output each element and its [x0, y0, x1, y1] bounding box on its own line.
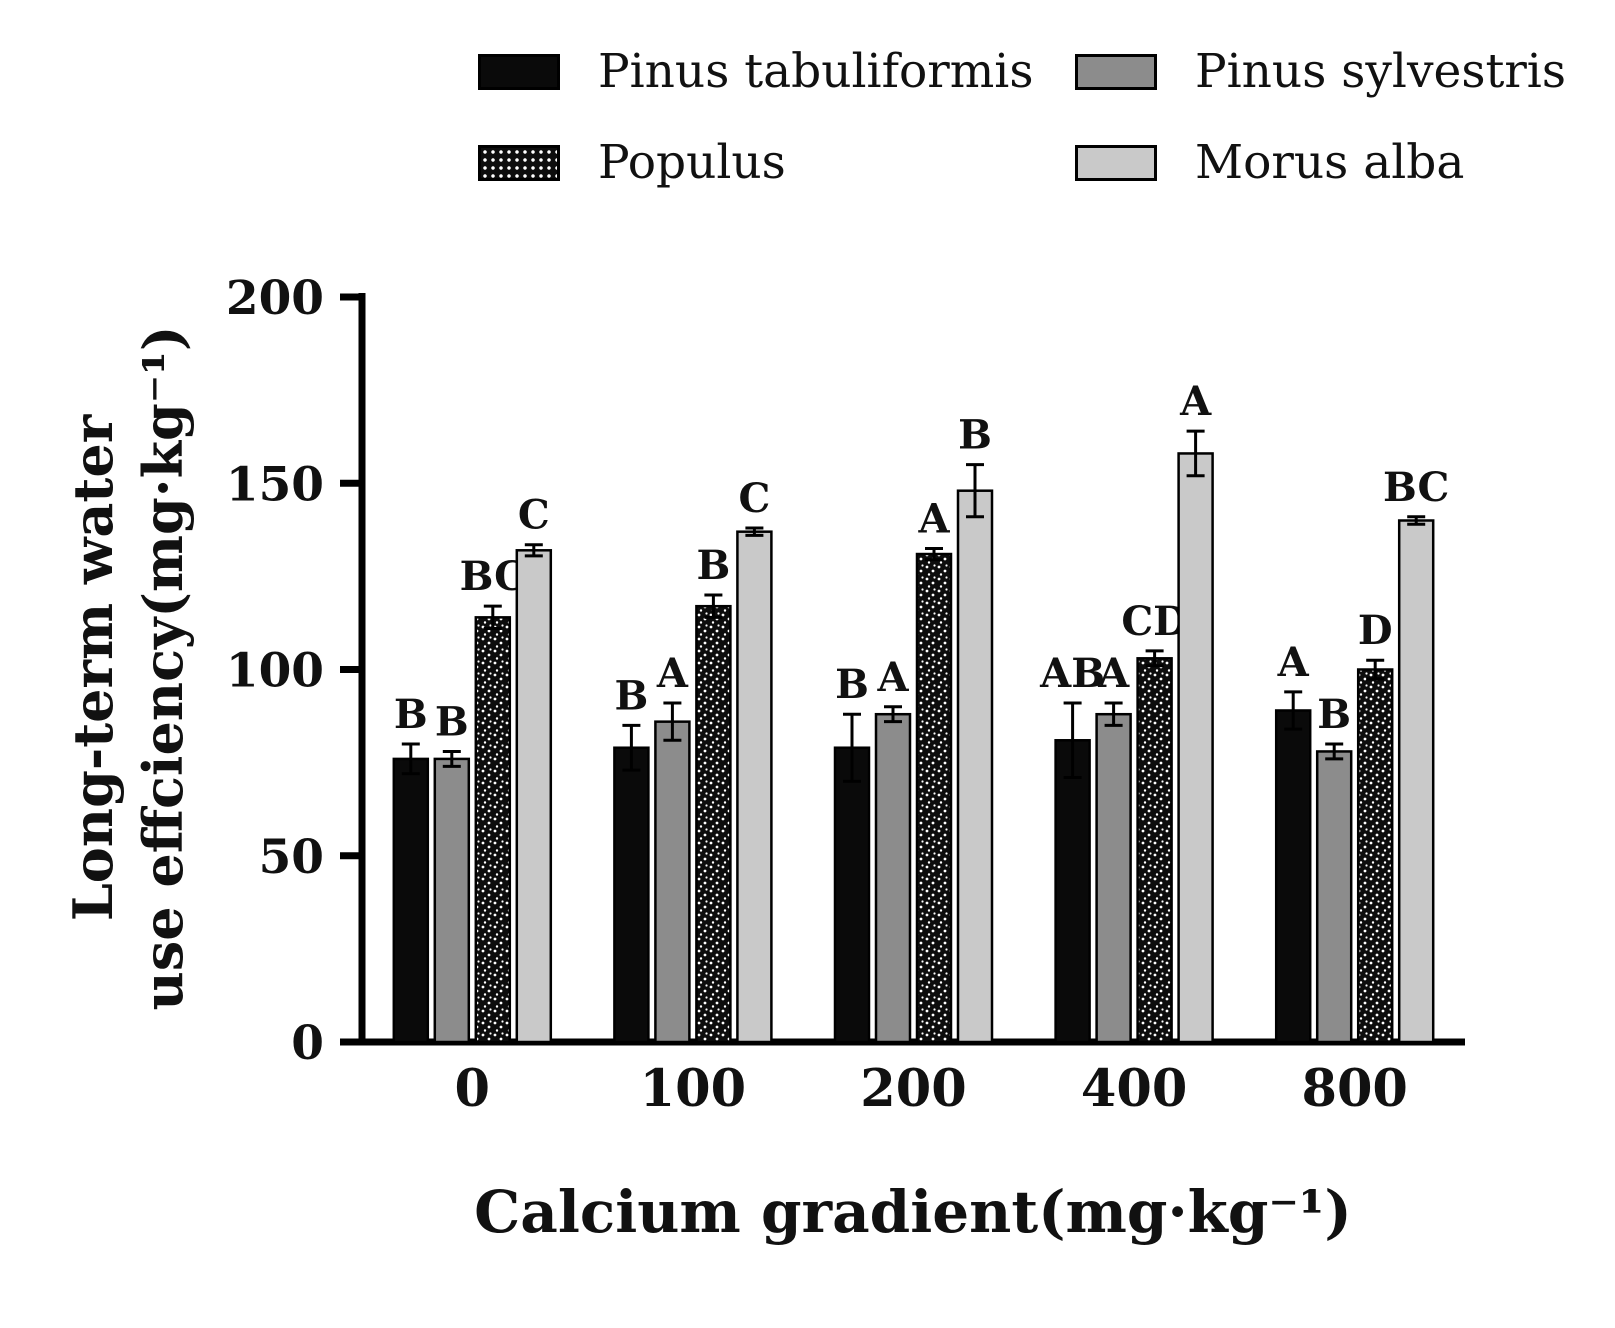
- bar: [654, 720, 691, 1044]
- significance-label: A: [917, 495, 950, 542]
- significance-label: B: [394, 691, 428, 738]
- bar: [915, 552, 953, 1044]
- legend-swatch-icon: [1075, 53, 1157, 90]
- legend-label: Populus: [598, 135, 786, 190]
- bar: [1274, 709, 1312, 1044]
- significance-label: BC: [1383, 464, 1449, 511]
- bar: [956, 489, 994, 1044]
- bar: [515, 549, 553, 1044]
- y-tick-label: 0: [291, 1016, 324, 1071]
- y-tick-label: 150: [226, 457, 324, 512]
- bar: [1315, 750, 1353, 1044]
- x-tick-label: 200: [860, 1059, 966, 1119]
- bar: [1136, 657, 1173, 1044]
- legend-swatch-icon: [478, 144, 560, 181]
- legend-item: Populus: [478, 139, 1075, 186]
- y-tick-label: 50: [259, 830, 324, 885]
- legend-item: Pinus tabuliformis: [478, 48, 1075, 95]
- significance-label: A: [1097, 650, 1130, 697]
- significance-label: B: [435, 698, 469, 745]
- x-tick-label: 0: [455, 1059, 491, 1119]
- bar: [613, 746, 650, 1044]
- x-tick-label: 800: [1301, 1059, 1407, 1119]
- legend-item: Morus alba: [1075, 139, 1566, 186]
- y-axis-title-line1: Long-term water: [60, 414, 125, 922]
- legend: Pinus tabuliformis Pinus sylvestris Populu…: [478, 48, 1566, 186]
- significance-label: A: [1179, 378, 1212, 425]
- legend-label: Pinus tabuliformis: [598, 44, 1034, 99]
- significance-label: C: [738, 475, 770, 522]
- legend-label: Morus alba: [1195, 135, 1465, 190]
- significance-label: C: [518, 492, 550, 539]
- significance-label: B: [958, 412, 992, 459]
- legend-label: Pinus sylvestris: [1195, 44, 1566, 99]
- bar: [1177, 452, 1214, 1044]
- y-tick-label: 100: [226, 644, 324, 699]
- significance-label: B: [835, 661, 869, 708]
- significance-label: B: [696, 542, 730, 589]
- significance-label: D: [1358, 607, 1393, 654]
- significance-label: AB: [1039, 650, 1105, 697]
- significance-label: BC: [460, 553, 526, 600]
- bar: [695, 604, 732, 1044]
- legend-swatch-icon: [478, 53, 560, 90]
- bar: [1095, 712, 1132, 1044]
- y-axis-title: Long-term water use effciency(mg·kg⁻¹): [58, 326, 198, 1011]
- bar: [1356, 668, 1394, 1044]
- significance-label: B: [1317, 691, 1351, 738]
- x-axis-title: Calcium gradient(mg·kg⁻¹): [474, 1178, 1352, 1246]
- bar: [736, 530, 773, 1044]
- x-tick-label: 100: [640, 1059, 746, 1119]
- x-tick-label: 400: [1081, 1059, 1187, 1119]
- bar: [474, 616, 512, 1044]
- significance-label: A: [656, 650, 689, 697]
- bar: [392, 757, 430, 1044]
- legend-item: Pinus sylvestris: [1075, 48, 1566, 95]
- y-axis-title-line2: use effciency(mg·kg⁻¹): [131, 325, 195, 1011]
- significance-label: CD: [1121, 598, 1188, 645]
- bar: [1397, 519, 1435, 1044]
- bar: [874, 712, 912, 1044]
- bar: [433, 757, 471, 1044]
- significance-label: B: [614, 672, 648, 719]
- significance-label: A: [876, 654, 909, 701]
- legend-swatch-icon: [1075, 144, 1157, 181]
- bar: [1054, 739, 1091, 1044]
- y-tick-label: 200: [226, 271, 324, 326]
- bar: [833, 746, 871, 1044]
- significance-label: A: [1277, 639, 1310, 686]
